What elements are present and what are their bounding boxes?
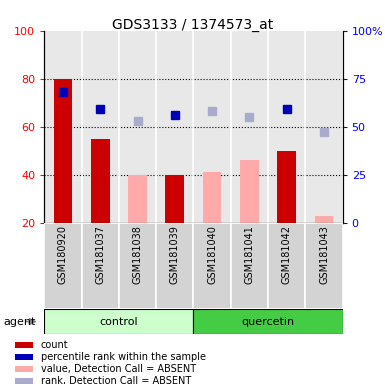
- Bar: [305, 223, 343, 309]
- Text: value, Detection Call = ABSENT: value, Detection Call = ABSENT: [41, 364, 196, 374]
- Text: GSM181041: GSM181041: [244, 225, 254, 284]
- Bar: [166, 175, 184, 223]
- Bar: [44, 223, 82, 309]
- Bar: [15, 378, 33, 384]
- Text: rank, Detection Call = ABSENT: rank, Detection Call = ABSENT: [41, 376, 191, 384]
- Bar: [194, 223, 231, 309]
- Bar: [231, 223, 268, 309]
- Bar: [91, 139, 110, 223]
- Bar: [44, 309, 194, 334]
- Text: GSM181037: GSM181037: [95, 225, 105, 284]
- Text: GSM181040: GSM181040: [207, 225, 217, 284]
- Bar: [268, 223, 305, 309]
- Text: GSM181038: GSM181038: [132, 225, 142, 284]
- Text: GSM181039: GSM181039: [170, 225, 180, 284]
- Bar: [128, 175, 147, 223]
- Bar: [15, 354, 33, 359]
- Bar: [15, 366, 33, 372]
- Bar: [156, 223, 194, 309]
- Text: GSM180920: GSM180920: [58, 225, 68, 284]
- Bar: [194, 309, 343, 334]
- Text: GSM181043: GSM181043: [319, 225, 329, 284]
- Text: quercetin: quercetin: [241, 316, 295, 327]
- Bar: [240, 161, 259, 223]
- Bar: [277, 151, 296, 223]
- Bar: [203, 172, 221, 223]
- Text: GDS3133 / 1374573_at: GDS3133 / 1374573_at: [112, 18, 273, 32]
- Bar: [15, 342, 33, 348]
- Text: GSM181042: GSM181042: [282, 225, 292, 284]
- Bar: [82, 223, 119, 309]
- Text: control: control: [100, 316, 138, 327]
- Bar: [315, 215, 333, 223]
- Text: count: count: [41, 339, 69, 350]
- Text: agent: agent: [4, 316, 36, 327]
- Bar: [54, 79, 72, 223]
- Bar: [119, 223, 156, 309]
- Text: percentile rank within the sample: percentile rank within the sample: [41, 352, 206, 362]
